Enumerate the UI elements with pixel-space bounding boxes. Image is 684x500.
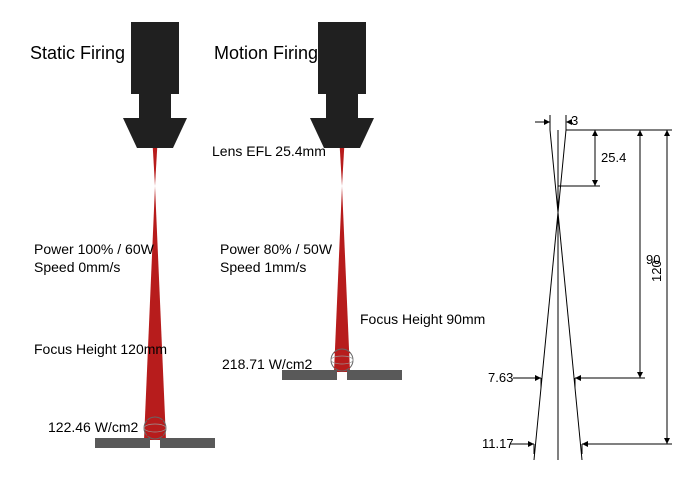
- motion-focus-label: Focus Height 90mm: [360, 310, 485, 328]
- diagram-stage: Static Firing Motion Firing Lens EFL 25.…: [0, 0, 684, 500]
- dim-top-width: 3: [571, 113, 578, 130]
- motion-power-label: Power 80% / 50W: [220, 240, 332, 258]
- motion-beam: [334, 148, 350, 372]
- motion-density-label: 218.71 W/cm2: [222, 355, 312, 373]
- static-density-label: 122.46 W/cm2: [48, 418, 138, 436]
- motion-speed-label: Speed 1mm/s: [220, 258, 306, 276]
- static-power-label: Power 100% / 60W: [34, 240, 154, 258]
- static-focus-label: Focus Height 120mm: [34, 340, 167, 358]
- static-nozzle: [123, 22, 187, 148]
- static-beam: [144, 148, 166, 440]
- motion-title: Motion Firing: [214, 42, 318, 65]
- lens-efl-label: Lens EFL 25.4mm: [212, 142, 326, 160]
- dim-w763: 7.63: [488, 370, 513, 387]
- dim-h120: 120: [649, 260, 666, 282]
- motion-nozzle: [310, 22, 374, 148]
- static-title: Static Firing: [30, 42, 125, 65]
- beam-geometry-drawing: [510, 115, 672, 460]
- dim-efl: 25.4: [601, 150, 626, 167]
- static-speed-label: Speed 0mm/s: [34, 258, 120, 276]
- dim-w1117: 11.17: [482, 436, 514, 453]
